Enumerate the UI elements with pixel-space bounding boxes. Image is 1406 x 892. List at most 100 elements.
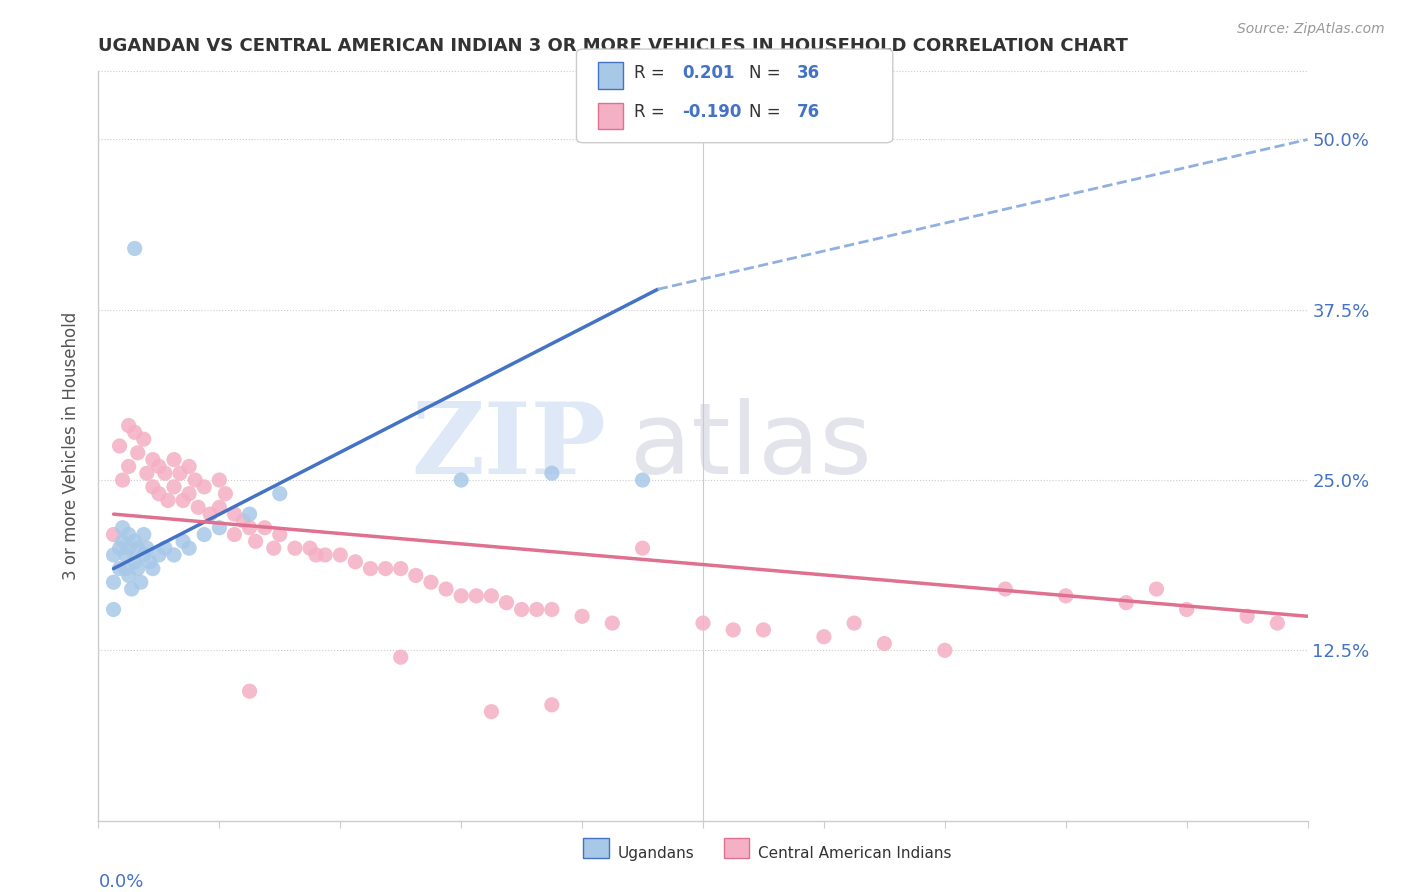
Point (571, 609, 593, 624)
Point (420, 575, 443, 590)
Point (179, 459, 201, 474)
Point (994, 582, 1017, 596)
Point (114, 548, 136, 562)
Point (405, 568, 427, 582)
Point (163, 480, 186, 494)
Point (114, 561, 136, 575)
Point (245, 534, 267, 549)
Point (127, 446, 149, 460)
Point (124, 425, 146, 440)
Point (135, 467, 157, 481)
Text: ZIP: ZIP (412, 398, 606, 494)
Point (118, 459, 141, 474)
Point (108, 439, 131, 453)
Point (163, 452, 186, 467)
Text: N =: N = (749, 64, 780, 82)
Point (631, 541, 654, 556)
Point (103, 575, 125, 590)
Point (208, 500, 231, 515)
Point (224, 527, 246, 541)
Point (934, 643, 956, 657)
Point (148, 548, 170, 562)
Point (132, 527, 155, 541)
Text: UGANDAN VS CENTRAL AMERICAN INDIAN 3 OR MORE VEHICLES IN HOUSEHOLD CORRELATION C: UGANDAN VS CENTRAL AMERICAN INDIAN 3 OR … (98, 37, 1128, 54)
Point (172, 493, 194, 508)
Text: 0.201: 0.201 (682, 64, 734, 82)
Point (208, 473, 231, 487)
Point (389, 561, 412, 575)
Point (239, 684, 262, 698)
Point (148, 486, 170, 500)
Point (1115, 596, 1137, 610)
Point (239, 507, 262, 521)
Point (153, 541, 176, 556)
Point (873, 636, 896, 650)
Point (103, 602, 125, 616)
Point (118, 418, 141, 433)
Point (118, 568, 141, 582)
Point (111, 521, 134, 535)
Point (239, 521, 262, 535)
Point (374, 561, 396, 575)
Y-axis label: 3 or more Vehicles in Household: 3 or more Vehicles in Household (62, 312, 80, 580)
Point (1236, 609, 1258, 624)
Point (200, 507, 222, 521)
Point (103, 548, 125, 562)
Point (540, 602, 562, 616)
Point (132, 432, 155, 446)
Point (187, 500, 209, 515)
Text: atlas: atlas (630, 398, 872, 494)
Point (124, 534, 146, 549)
Point (284, 541, 307, 556)
Text: Central American Indians: Central American Indians (758, 846, 952, 861)
Point (118, 527, 141, 541)
Point (269, 486, 291, 500)
Point (124, 555, 146, 569)
Point (163, 548, 186, 562)
Point (169, 467, 191, 481)
Point (269, 527, 291, 541)
Point (329, 548, 352, 562)
Point (450, 473, 472, 487)
Text: R =: R = (634, 103, 665, 120)
Text: N =: N = (749, 103, 780, 120)
Point (305, 548, 328, 562)
Text: -0.190: -0.190 (682, 103, 741, 120)
Point (139, 555, 162, 569)
Point (224, 507, 246, 521)
Point (263, 541, 285, 556)
Point (526, 602, 548, 616)
Point (179, 541, 201, 556)
Point (127, 541, 149, 556)
Point (540, 467, 562, 481)
Point (193, 527, 215, 541)
Point (844, 616, 866, 631)
Text: Source: ZipAtlas.com: Source: ZipAtlas.com (1237, 22, 1385, 37)
Point (118, 541, 141, 556)
Point (314, 548, 336, 562)
Point (179, 486, 201, 500)
Point (129, 575, 152, 590)
Text: 36: 36 (797, 64, 820, 82)
Point (495, 596, 517, 610)
Point (602, 616, 624, 631)
Point (813, 630, 835, 644)
Point (111, 473, 134, 487)
Point (153, 467, 176, 481)
Point (540, 698, 562, 712)
Point (752, 623, 775, 637)
Text: R =: R = (634, 64, 665, 82)
Point (481, 705, 503, 719)
Point (184, 473, 207, 487)
Point (299, 541, 322, 556)
Point (193, 480, 215, 494)
Point (108, 561, 131, 575)
Point (1054, 589, 1077, 603)
Point (631, 473, 654, 487)
Point (214, 486, 236, 500)
Point (111, 534, 134, 549)
Text: Ugandans: Ugandans (617, 846, 695, 861)
Point (1267, 616, 1289, 631)
Point (142, 452, 165, 467)
Point (434, 582, 457, 596)
